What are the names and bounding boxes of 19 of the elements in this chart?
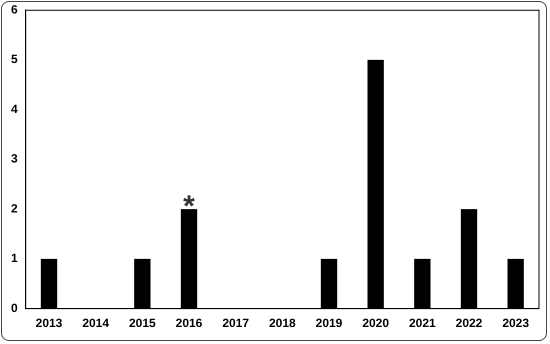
x-tick-label: 2020 <box>362 316 390 330</box>
x-tick-label: 2019 <box>316 316 343 330</box>
x-tick-label: 2017 <box>222 316 250 330</box>
x-tick-label: 2015 <box>128 316 156 330</box>
x-tick-label: 2018 <box>268 316 296 330</box>
x-tick-label: 2021 <box>408 316 436 330</box>
y-tick-label: 2 <box>10 201 18 216</box>
y-tick-label: 6 <box>10 2 18 17</box>
y-tick-label: 5 <box>10 52 18 66</box>
y-tick-label: 3 <box>10 152 18 166</box>
y-tick-label: 0 <box>10 300 18 315</box>
annotation: * <box>183 190 196 224</box>
x-tick-label: 2013 <box>36 316 63 330</box>
x-tick-label: 2022 <box>456 316 483 330</box>
x-tick-label: 2016 <box>176 316 203 330</box>
y-tick-label: 1 <box>10 251 18 266</box>
y-tick-label: 4 <box>10 102 18 116</box>
x-tick-label: 2014 <box>82 316 110 330</box>
x-tick-label: 2023 <box>502 316 530 330</box>
